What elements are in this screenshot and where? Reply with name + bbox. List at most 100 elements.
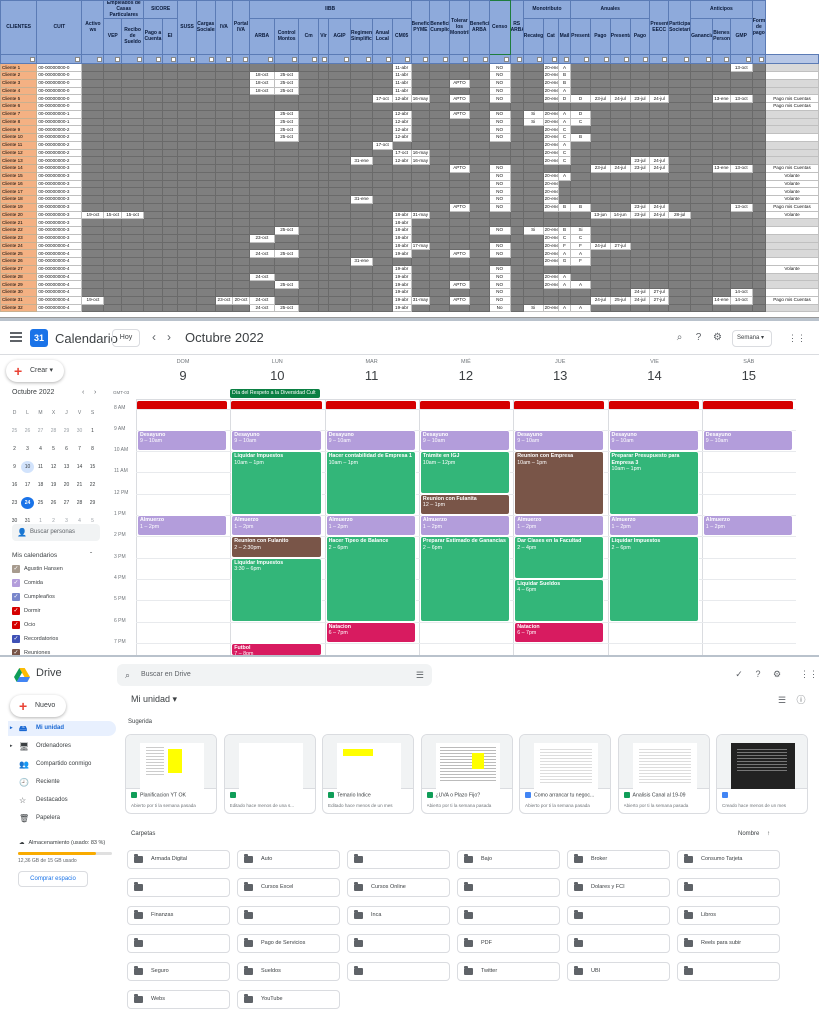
table-cell[interactable]: Si	[522, 117, 544, 127]
table-cell[interactable]: 19-oct	[81, 295, 105, 305]
table-cell[interactable]	[121, 179, 145, 189]
table-cell[interactable]	[449, 117, 470, 127]
table-cell[interactable]	[349, 140, 374, 150]
col-ei[interactable]: EI	[161, 18, 179, 56]
table-cell[interactable]	[327, 102, 351, 111]
table-cell[interactable]	[488, 210, 511, 220]
table-cell[interactable]: 20-ene	[542, 117, 559, 127]
table-cell[interactable]	[349, 272, 374, 282]
table-cell[interactable]: Volante	[764, 210, 819, 220]
table-cell[interactable]	[161, 109, 179, 119]
client-name-cell[interactable]: Cliente 10	[0, 133, 38, 142]
table-cell[interactable]	[410, 272, 431, 282]
table-cell[interactable]: 16-may	[410, 94, 431, 103]
table-cell[interactable]	[103, 303, 123, 313]
table-cell[interactable]	[668, 202, 692, 212]
table-cell[interactable]	[103, 179, 123, 189]
filter-dropdown-icon[interactable]	[195, 54, 216, 65]
cuit-cell[interactable]: 00-00000000-4	[36, 303, 83, 313]
table-cell[interactable]	[298, 241, 320, 251]
calendar-event[interactable]: Almuerzo 1 – 2pm	[608, 515, 699, 537]
client-name-cell[interactable]: Cliente 30	[0, 288, 38, 297]
table-cell[interactable]	[649, 179, 670, 189]
table-cell[interactable]: 23-jul	[629, 94, 651, 103]
table-cell[interactable]	[468, 102, 490, 111]
client-name-cell[interactable]: Cliente 27	[0, 264, 38, 274]
client-name-cell[interactable]: Cliente 9	[0, 125, 38, 134]
table-cell[interactable]	[103, 187, 123, 196]
table-cell[interactable]	[349, 303, 374, 313]
col-presentacion-eecc[interactable]: Presentación EECC	[649, 0, 670, 56]
table-cell[interactable]	[570, 156, 591, 165]
table-cell[interactable]: 20-ene	[542, 140, 559, 150]
table-cell[interactable]	[449, 241, 470, 251]
client-name-cell[interactable]: Cliente 18	[0, 195, 38, 204]
table-cell[interactable]	[449, 226, 470, 235]
table-cell[interactable]	[729, 210, 753, 220]
calendar-checkbox-item[interactable]: ✓ Agustin Hansen	[12, 564, 63, 574]
table-cell[interactable]	[81, 94, 105, 103]
folder-item[interactable]	[457, 906, 560, 925]
table-cell[interactable]	[509, 202, 524, 212]
cuit-cell[interactable]: 00-00000000-3	[36, 202, 83, 212]
table-cell[interactable]	[629, 133, 651, 142]
filter-dropdown-icon[interactable]	[712, 54, 731, 65]
table-cell[interactable]: 13-jun	[589, 210, 611, 220]
table-cell[interactable]	[589, 202, 611, 212]
table-cell[interactable]: NO	[488, 133, 511, 142]
table-cell[interactable]	[274, 102, 300, 111]
table-cell[interactable]	[372, 117, 393, 127]
table-cell[interactable]	[429, 218, 451, 227]
table-cell[interactable]	[103, 78, 123, 88]
table-cell[interactable]	[729, 109, 753, 119]
table-cell[interactable]	[751, 195, 766, 204]
mini-day[interactable]: 20	[63, 482, 70, 488]
table-cell[interactable]	[468, 109, 490, 119]
table-cell[interactable]	[349, 86, 374, 96]
table-cell[interactable]	[649, 218, 670, 227]
table-cell[interactable]: NO	[488, 288, 511, 297]
table-cell[interactable]	[629, 86, 651, 96]
table-cell[interactable]	[468, 86, 490, 96]
table-cell[interactable]: 20-ene	[542, 202, 559, 212]
table-cell[interactable]	[232, 288, 250, 297]
table-cell[interactable]	[121, 86, 145, 96]
table-cell[interactable]	[161, 140, 179, 150]
mini-day[interactable]: 29	[89, 500, 96, 506]
calendar-event[interactable]: Almuerzo 1 – 2pm	[702, 515, 794, 537]
col-regimen[interactable]: Regimen Simplificado	[349, 18, 374, 56]
table-cell[interactable]	[372, 164, 393, 173]
table-cell[interactable]	[232, 171, 250, 181]
table-cell[interactable]	[103, 117, 123, 127]
col-plan-pago-vir[interactable]: Vir	[318, 18, 329, 56]
folder-item[interactable]: Cursos Online	[347, 878, 450, 897]
table-cell[interactable]	[649, 63, 670, 72]
table-cell[interactable]	[214, 280, 234, 289]
table-cell[interactable]	[248, 218, 276, 227]
table-cell[interactable]: 23-jul	[589, 94, 611, 103]
table-cell[interactable]	[327, 288, 351, 297]
table-cell[interactable]	[327, 133, 351, 142]
col-vep[interactable]: VEP	[103, 18, 123, 56]
table-cell[interactable]	[690, 257, 714, 266]
table-row[interactable]: Cliente 19 00-00000000-3 APTO NO 20-ene B B 23-…	[0, 202, 819, 212]
table-cell[interactable]: 20-ene	[542, 226, 559, 235]
table-cell[interactable]	[609, 280, 631, 289]
table-cell[interactable]	[161, 280, 179, 289]
table-cell[interactable]	[349, 218, 374, 227]
table-cell[interactable]	[195, 195, 216, 204]
table-cell[interactable]	[143, 288, 163, 297]
table-cell[interactable]	[468, 280, 490, 289]
table-cell[interactable]	[690, 125, 714, 134]
table-cell[interactable]	[509, 117, 524, 127]
table-cell[interactable]	[143, 171, 163, 181]
table-cell[interactable]	[449, 257, 470, 266]
cuit-cell[interactable]: 00-00000000-3	[36, 171, 83, 181]
table-cell[interactable]	[468, 218, 490, 227]
table-cell[interactable]	[668, 303, 692, 313]
table-cell[interactable]	[298, 257, 320, 266]
table-cell[interactable]	[248, 202, 276, 212]
table-cell[interactable]: C	[557, 156, 572, 165]
table-cell[interactable]	[195, 125, 216, 134]
table-cell[interactable]	[81, 133, 105, 142]
